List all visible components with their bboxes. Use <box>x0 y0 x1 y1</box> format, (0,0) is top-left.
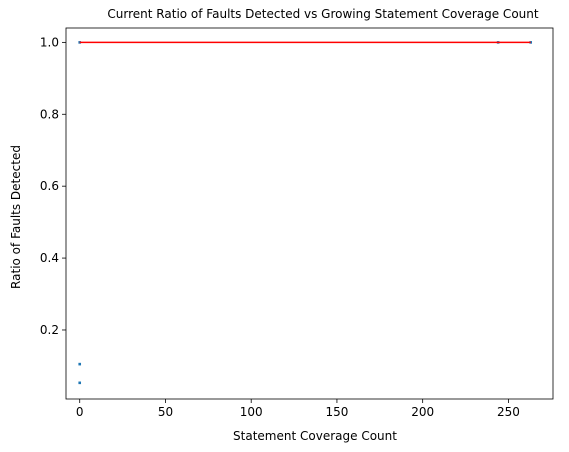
y-tick-label: 0.2 <box>40 323 59 337</box>
x-axis-label: Statement Coverage Count <box>233 429 397 443</box>
y-tick-label: 1.0 <box>40 35 59 49</box>
y-tick-label: 0.8 <box>40 107 59 121</box>
x-tick-label: 0 <box>76 405 84 419</box>
y-axis-label: Ratio of Faults Detected <box>9 145 23 289</box>
x-tick-label: 50 <box>158 405 173 419</box>
data-point <box>78 381 82 385</box>
x-tick-label: 150 <box>325 405 348 419</box>
y-tick-label: 0.6 <box>40 179 59 193</box>
plot-area: 0 50 100 150 200 250 0.2 0.4 0.6 0.8 1.0 <box>40 27 554 419</box>
x-tick-label: 100 <box>240 405 263 419</box>
data-point <box>78 362 82 366</box>
axes-frame <box>65 27 554 400</box>
x-tick-label: 200 <box>411 405 434 419</box>
chart-title: Current Ratio of Faults Detected vs Grow… <box>107 7 538 21</box>
y-tick-label: 0.4 <box>40 251 59 265</box>
x-tick-label: 250 <box>497 405 520 419</box>
